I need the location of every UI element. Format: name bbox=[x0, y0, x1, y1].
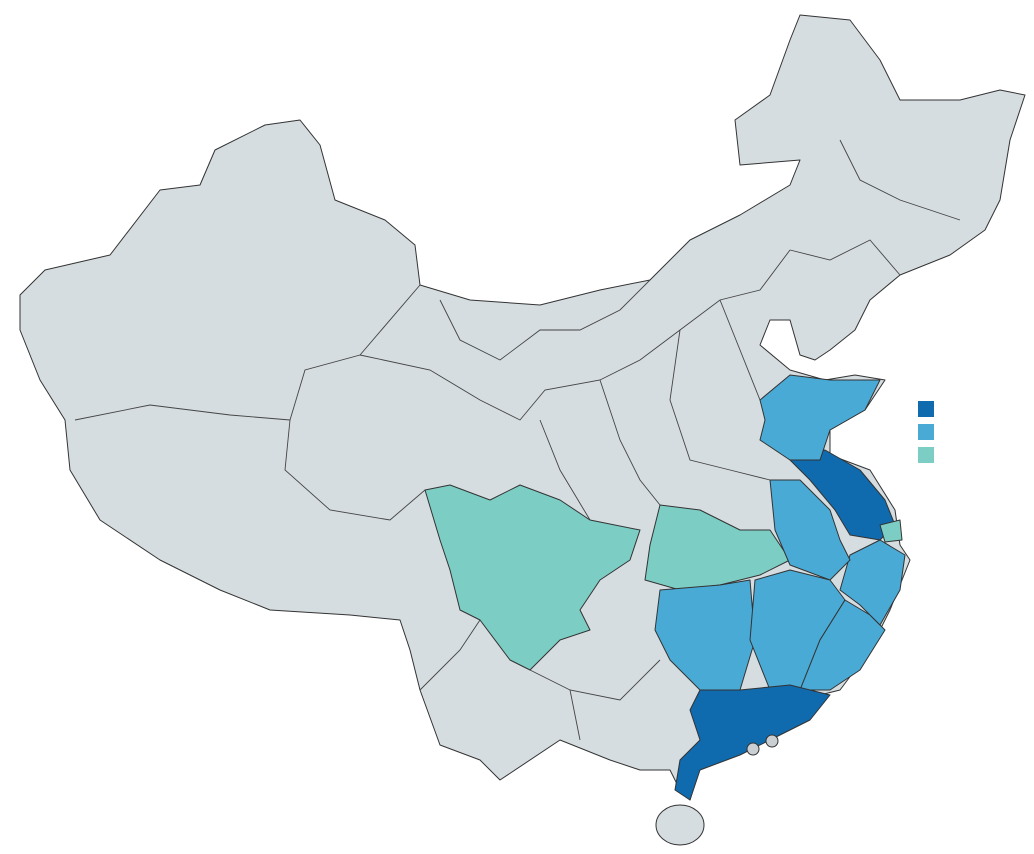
region-macau[interactable] bbox=[746, 742, 760, 756]
internal-borders bbox=[74, 139, 961, 741]
region-shandong[interactable] bbox=[759, 374, 881, 461]
region-hong-kong[interactable] bbox=[765, 734, 779, 748]
region-anhui[interactable] bbox=[769, 479, 851, 581]
region-zhejiang[interactable] bbox=[839, 539, 906, 626]
region-shanghai[interactable] bbox=[879, 519, 903, 543]
region-guangdong[interactable] bbox=[674, 684, 831, 801]
legend-swatch-mid bbox=[918, 424, 934, 440]
legend-swatch-high bbox=[918, 401, 934, 417]
region-hubei[interactable] bbox=[644, 504, 791, 591]
region-hainan bbox=[655, 804, 705, 846]
legend-swatch-low bbox=[918, 447, 934, 463]
region-sichuan[interactable] bbox=[424, 484, 641, 671]
